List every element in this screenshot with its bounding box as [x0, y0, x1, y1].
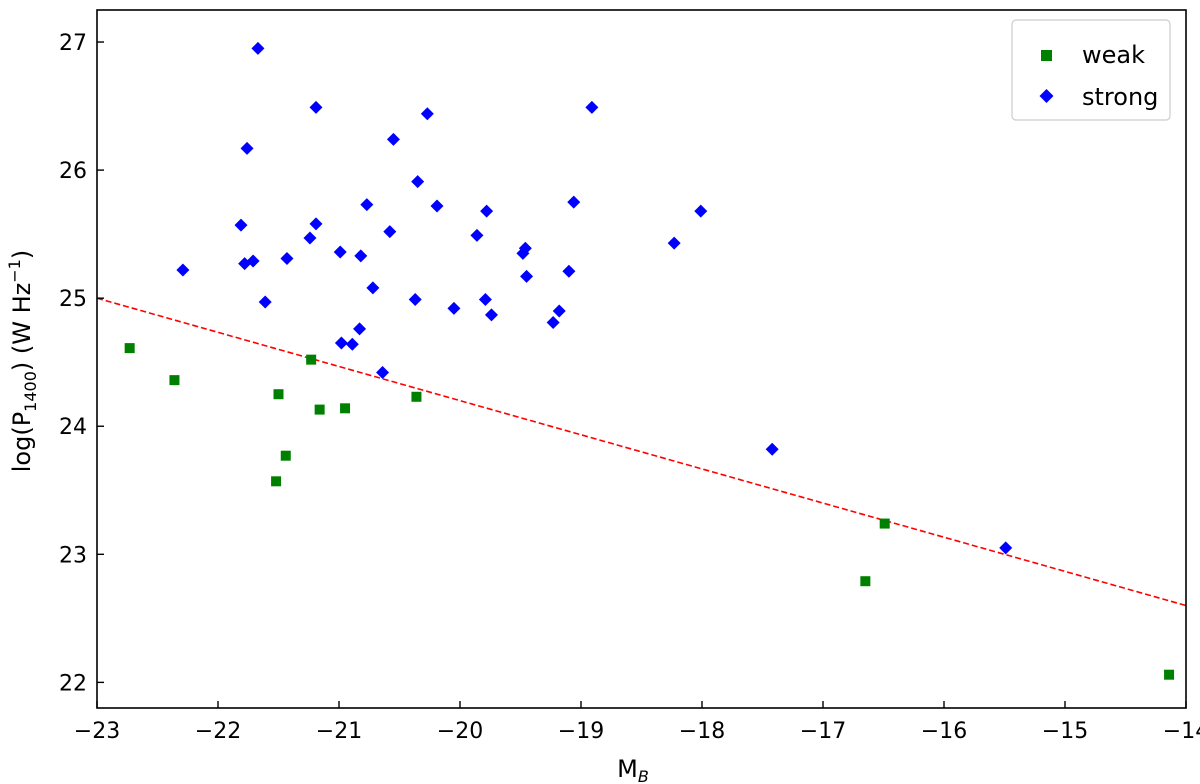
strong-point: [246, 254, 260, 268]
weak-point: [271, 476, 282, 487]
legend-strong-label: strong: [1082, 83, 1158, 111]
x-tick-label: −17: [800, 719, 846, 744]
x-tick-label: −20: [437, 719, 483, 744]
weak-point: [860, 576, 871, 587]
axes: −23 −22 −21 −20 −19 −18 −17 −16 −15 −14 22 23 24 25 26…: [59, 9, 1200, 744]
plot-frame: [96, 9, 1187, 709]
strong-point: [520, 269, 534, 283]
y-axis-title: log(P1400) (W Hz−1): [5, 250, 40, 472]
strong-point: [258, 295, 272, 309]
strong-point: [303, 231, 317, 245]
weak-point: [879, 518, 890, 529]
strong-point: [480, 204, 494, 218]
strong-point: [354, 249, 368, 263]
weak-point: [124, 343, 135, 354]
legend-strong-marker: [1039, 89, 1054, 103]
strong-point: [546, 315, 560, 329]
strong-point: [411, 175, 425, 189]
strong-point: [567, 195, 581, 209]
strong-point: [309, 100, 323, 114]
weak-point: [314, 404, 325, 415]
strong-point: [478, 292, 492, 306]
strong-point: [484, 308, 498, 322]
strong-point: [552, 304, 566, 318]
strong-point: [999, 541, 1013, 555]
weak-point: [411, 391, 422, 402]
strong-point: [518, 241, 532, 255]
strong-point: [376, 365, 390, 379]
weak-point: [169, 375, 180, 386]
strong-point: [383, 225, 397, 239]
strong-point: [176, 263, 190, 277]
strong-point: [420, 107, 434, 121]
strong-point: [240, 141, 254, 155]
fit-line-group: [96, 297, 1187, 607]
y-tick-label: 23: [59, 543, 87, 568]
x-tick-label: −14: [1163, 719, 1200, 744]
weak-point: [306, 354, 317, 365]
x-tick-label: −18: [679, 719, 725, 744]
weak-point: [340, 403, 351, 414]
x-tick-label: −16: [921, 719, 967, 744]
strong-point: [765, 442, 779, 456]
fit-line: [96, 297, 1187, 607]
strong-point: [234, 218, 248, 232]
x-axis-title: MB: [617, 755, 649, 784]
strong-point: [251, 41, 265, 55]
x-tick-label: −22: [195, 719, 241, 744]
strong-point: [353, 322, 367, 336]
strong-point: [333, 245, 347, 259]
y-tick-label: 22: [59, 671, 87, 696]
y-tick-label: 25: [59, 287, 87, 312]
weak-point: [273, 389, 284, 400]
legend-weak-label: weak: [1082, 41, 1145, 69]
strong-point: [430, 199, 444, 213]
weak-point: [280, 450, 291, 461]
x-tick-label: −21: [316, 719, 362, 744]
x-tick-label: −19: [558, 719, 604, 744]
strong-point: [309, 217, 323, 231]
strong-point: [408, 292, 422, 306]
strong-point: [386, 132, 400, 146]
y-tick-label: 24: [59, 415, 87, 440]
strong-point: [470, 228, 484, 242]
strong-point: [366, 281, 380, 295]
weak-point: [1164, 669, 1175, 680]
strong-point: [562, 264, 576, 278]
y-tick-label: 26: [59, 159, 87, 184]
strong-point: [345, 337, 359, 351]
strong-point: [334, 336, 348, 350]
data-points: [124, 41, 1175, 680]
strong-point: [360, 198, 374, 212]
strong-point: [447, 301, 461, 315]
strong-point: [280, 251, 294, 265]
strong-point: [585, 100, 599, 114]
strong-point: [694, 204, 708, 218]
legend-weak-marker: [1041, 50, 1052, 61]
x-tick-label: −15: [1042, 719, 1088, 744]
x-tick-label: −23: [74, 719, 120, 744]
strong-point: [667, 236, 681, 250]
legend: weak strong: [1011, 19, 1171, 121]
y-tick-label: 27: [59, 31, 87, 56]
